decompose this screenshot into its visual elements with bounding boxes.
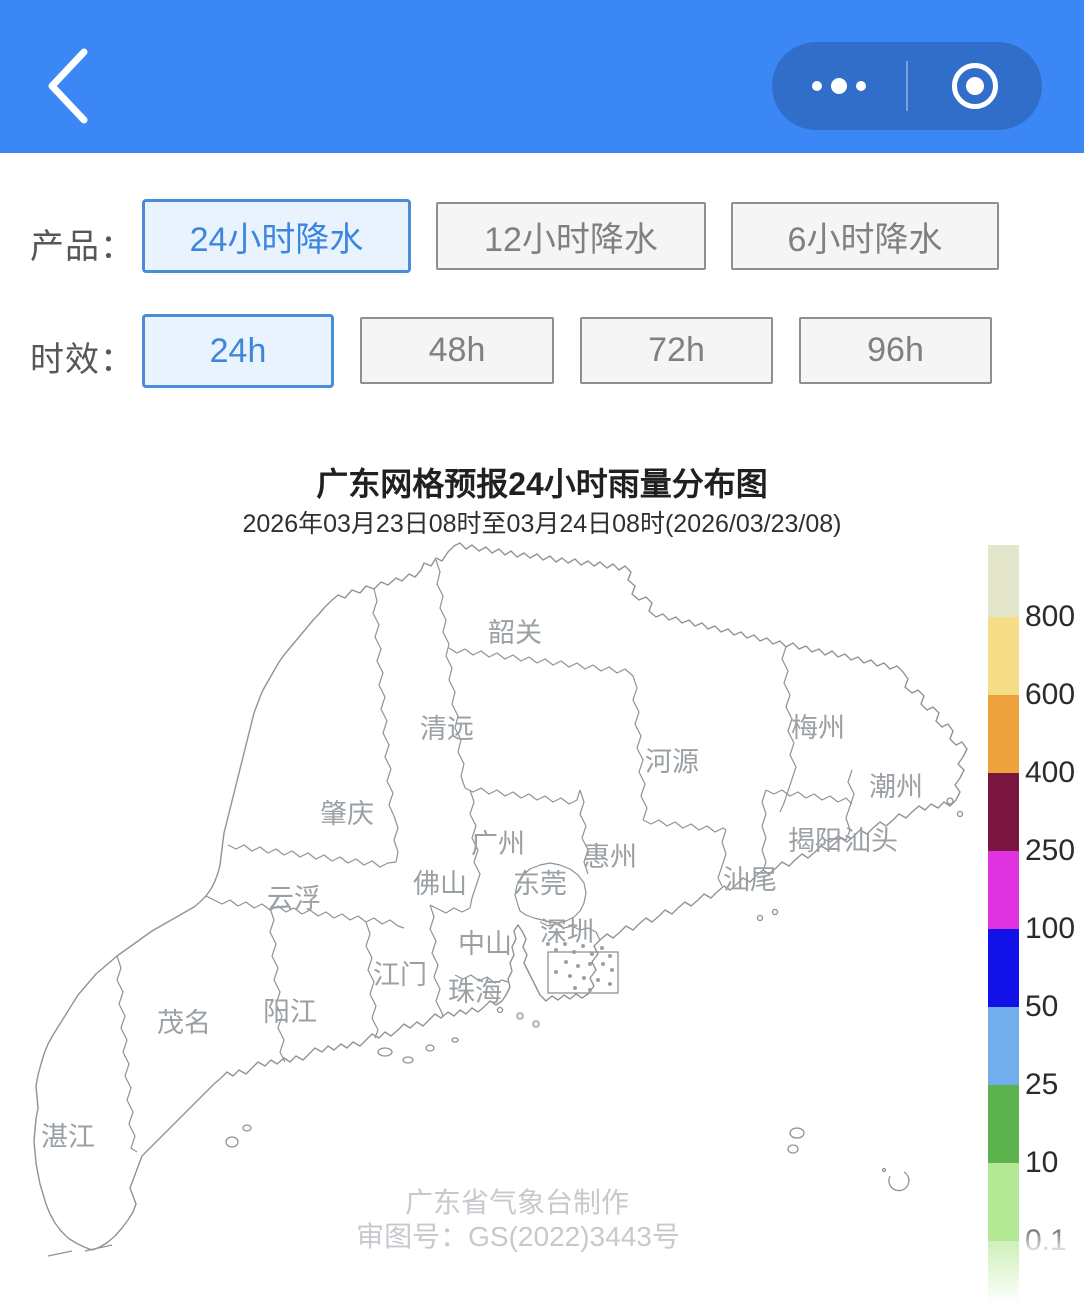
coastal-islands xyxy=(47,797,964,1257)
map-city-label: 江门 xyxy=(373,960,427,990)
map-city-label: 中山 xyxy=(458,929,512,959)
duration-option-48h[interactable]: 48h xyxy=(360,317,554,384)
app-header xyxy=(0,0,1084,153)
duration-row-label: 时效： xyxy=(30,341,135,379)
city-boundaries xyxy=(116,559,855,1153)
legend-tick: 600 xyxy=(1025,678,1076,711)
duration-option-72h[interactable]: 72h xyxy=(580,317,773,384)
map-city-label: 清远 xyxy=(420,714,474,744)
map-city-label: 肇庆 xyxy=(320,799,374,829)
map-city-label: 深圳 xyxy=(540,917,594,947)
product-option-24h-rain[interactable]: 24小时降水 xyxy=(142,199,411,273)
map-city-label: 汕尾 xyxy=(723,865,777,895)
legend-tick: 10 xyxy=(1025,1146,1059,1179)
map-footer: 广东省气象台制作 审图号：GS(2022)3443号 xyxy=(356,1187,680,1252)
legend-colorbar xyxy=(988,545,1019,1311)
map-city-label: 韶关 xyxy=(488,618,542,648)
province-outline xyxy=(33,542,968,1251)
map-city-label: 东莞 xyxy=(513,869,567,899)
legend-tick: 50 xyxy=(1025,990,1059,1023)
back-button[interactable] xyxy=(36,40,106,132)
exit-button[interactable] xyxy=(908,42,1042,130)
map-city-label: 梅州 xyxy=(791,713,845,743)
duration-option-96h[interactable]: 96h xyxy=(799,317,992,384)
map-city-label: 珠海 xyxy=(448,977,502,1007)
product-row-label: 产品： xyxy=(30,228,135,266)
dongsha-island xyxy=(789,1127,805,1139)
map-title: 广东网格预报24小时雨量分布图 xyxy=(316,466,768,502)
legend-tick: 800 xyxy=(1025,600,1076,633)
dot-icon xyxy=(856,81,866,91)
more-button[interactable] xyxy=(772,42,906,130)
inset-box xyxy=(547,951,619,994)
capsule-divider xyxy=(906,61,908,111)
map-city-label: 惠州 xyxy=(583,842,637,872)
dot-icon xyxy=(831,78,847,94)
chevron-left-icon xyxy=(48,48,88,124)
legend-tick: 400 xyxy=(1025,756,1076,789)
map-city-label: 佛山 xyxy=(413,869,467,899)
map-city-label: 揭阳 xyxy=(788,826,842,856)
duration-option-24h[interactable]: 24h xyxy=(142,314,334,388)
legend-tick: 25 xyxy=(1025,1068,1059,1101)
legend-tick: 250 xyxy=(1025,834,1076,867)
shenzhen-islets xyxy=(546,942,614,992)
city-labels: 韶关 清远 河源 梅州 潮州 揭阳 汕头 汕尾 惠州 广州 东莞 佛山 肇庆 云… xyxy=(41,618,923,1152)
boundary-dashes xyxy=(47,1244,113,1257)
map-city-label: 茂名 xyxy=(157,1008,211,1038)
map-city-label: 潮州 xyxy=(869,772,923,802)
legend-tick: 100 xyxy=(1025,912,1076,945)
map-city-label: 阳江 xyxy=(263,997,317,1027)
map-city-label: 云浮 xyxy=(267,884,321,914)
map-city-label: 河源 xyxy=(645,747,699,777)
legend-tick: 0.1 xyxy=(1025,1224,1067,1257)
crescent-island xyxy=(888,1171,910,1192)
product-option-6h-rain[interactable]: 6小时降水 xyxy=(731,202,999,270)
dot-icon xyxy=(812,81,822,91)
product-option-12h-rain[interactable]: 12小时降水 xyxy=(436,202,706,270)
map-license: 审图号：GS(2022)3443号 xyxy=(356,1221,680,1252)
miniprogram-capsule xyxy=(772,42,1042,130)
map-city-label: 汕头 xyxy=(844,826,898,856)
map-city-label: 广州 xyxy=(471,829,525,859)
map-city-label: 湛江 xyxy=(41,1122,95,1152)
map-credit: 广东省气象台制作 xyxy=(405,1187,629,1218)
map-subtitle: 2026年03月23日08时至03月24日08时(2026/03/23/08) xyxy=(242,510,842,538)
circle-target-icon xyxy=(952,63,998,109)
rainfall-legend: 800 600 400 250 100 50 25 10 0.1 xyxy=(988,545,1084,1311)
